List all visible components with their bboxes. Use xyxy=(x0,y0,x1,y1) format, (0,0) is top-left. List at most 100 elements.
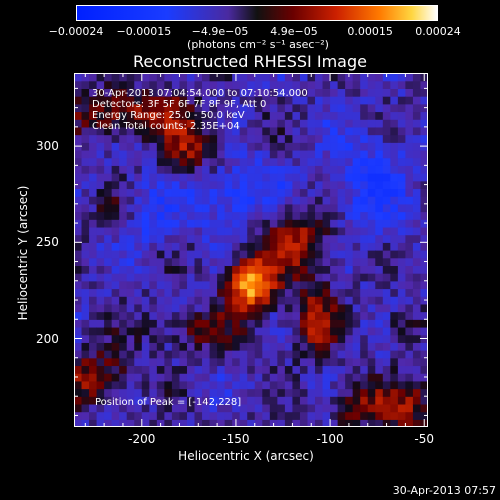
heatmap-cell xyxy=(292,173,301,182)
heatmap-cell xyxy=(262,88,271,97)
heatmap-cell xyxy=(269,280,278,290)
heatmap-cell xyxy=(247,211,256,220)
heatmap-cell xyxy=(81,88,90,97)
heatmap-cell xyxy=(164,280,173,290)
heatmap-cell xyxy=(194,373,203,382)
heatmap-cell xyxy=(262,119,271,128)
heatmap-cell xyxy=(134,226,143,236)
heatmap-cell xyxy=(126,388,135,397)
heatmap-cell xyxy=(217,196,226,205)
heatmap-cell xyxy=(141,134,150,143)
heatmap-plot xyxy=(74,73,428,427)
heatmap-cell xyxy=(134,303,143,313)
heatmap-cell xyxy=(345,403,354,413)
heatmap-cell xyxy=(232,288,241,297)
heatmap-cell xyxy=(104,88,113,97)
heatmap-cell xyxy=(284,188,294,197)
heatmap-cell xyxy=(330,134,339,143)
heatmap-cell xyxy=(89,142,98,151)
heatmap-cell xyxy=(126,103,135,113)
heatmap-cell xyxy=(375,273,384,282)
heatmap-cell xyxy=(217,350,226,359)
heatmap-cell xyxy=(277,380,286,390)
heatmap-cell xyxy=(209,273,218,282)
heatmap-cell xyxy=(254,350,263,359)
heatmap-cell xyxy=(299,365,309,374)
heatmap-cell xyxy=(81,365,90,374)
heatmap-cell xyxy=(239,173,248,182)
heatmap-cell xyxy=(134,88,143,97)
heatmap-cell xyxy=(104,419,113,427)
heatmap-cell xyxy=(126,334,135,343)
heatmap-cell xyxy=(209,165,218,174)
heatmap-cell xyxy=(202,226,211,236)
heatmap-cell xyxy=(337,311,346,320)
heatmap-cell xyxy=(141,265,150,274)
heatmap-cell xyxy=(247,365,256,374)
heatmap-cell xyxy=(74,103,83,113)
heatmap-cell xyxy=(382,319,391,328)
heatmap-cell xyxy=(352,80,361,89)
heatmap-cell xyxy=(209,303,218,313)
heatmap-cell xyxy=(156,242,165,251)
heatmap-cell xyxy=(232,88,241,97)
heatmap-cell xyxy=(141,88,150,97)
heatmap-cell xyxy=(330,226,339,236)
colorbar-tick-label: 4.9e−05 xyxy=(270,25,318,38)
heatmap-cell xyxy=(149,280,158,290)
heatmap-cell xyxy=(345,211,354,220)
heatmap-cell xyxy=(420,265,428,274)
heatmap-cell xyxy=(232,265,241,274)
heatmap-cell xyxy=(209,257,218,266)
heatmap-cell xyxy=(89,411,98,420)
heatmap-cell xyxy=(360,373,369,382)
heatmap-cell xyxy=(360,203,369,213)
heatmap-cell xyxy=(232,388,241,397)
heatmap-cell xyxy=(194,73,203,82)
heatmap-cell xyxy=(232,203,241,213)
heatmap-cell xyxy=(119,380,128,390)
heatmap-cell xyxy=(405,80,414,89)
heatmap-cell xyxy=(352,326,361,336)
heatmap-cell xyxy=(397,365,406,374)
heatmap-cell xyxy=(405,96,414,105)
heatmap-cell xyxy=(202,165,211,174)
heatmap-cell xyxy=(126,173,135,182)
heatmap-cell xyxy=(307,388,316,397)
heatmap-cell xyxy=(224,334,233,343)
heatmap-cell xyxy=(269,157,278,166)
heatmap-cell xyxy=(254,396,263,405)
heatmap-cell xyxy=(232,157,241,166)
heatmap-cell xyxy=(382,73,391,82)
heatmap-cell xyxy=(239,180,248,190)
heatmap-cell xyxy=(104,149,113,159)
heatmap-cell xyxy=(262,103,271,113)
heatmap-cell xyxy=(307,280,316,290)
heatmap-cell xyxy=(232,342,241,351)
heatmap-cell xyxy=(96,180,105,190)
heatmap-cell xyxy=(164,334,173,343)
heatmap-cell xyxy=(322,357,331,367)
heatmap-cell xyxy=(390,342,399,351)
heatmap-cell xyxy=(315,134,324,143)
heatmap-cell xyxy=(337,411,346,420)
heatmap-cell xyxy=(119,180,128,190)
heatmap-cell xyxy=(194,165,203,174)
heatmap-cell xyxy=(360,80,369,89)
heatmap-cell xyxy=(322,142,331,151)
heatmap-cell xyxy=(111,196,120,205)
heatmap-cell xyxy=(382,88,391,97)
heatmap-cell xyxy=(247,180,256,190)
heatmap-cell xyxy=(269,73,278,82)
heatmap-cell xyxy=(284,296,294,305)
heatmap-cell xyxy=(149,103,158,113)
heatmap-cell xyxy=(179,211,188,220)
heatmap-cell xyxy=(322,365,331,374)
heatmap-cell xyxy=(126,73,135,82)
heatmap-cell xyxy=(405,411,414,420)
heatmap-cell xyxy=(104,142,113,151)
heatmap-cell xyxy=(179,126,188,136)
heatmap-cell xyxy=(397,188,406,197)
heatmap-cell xyxy=(111,96,120,105)
heatmap-cell xyxy=(224,173,233,182)
